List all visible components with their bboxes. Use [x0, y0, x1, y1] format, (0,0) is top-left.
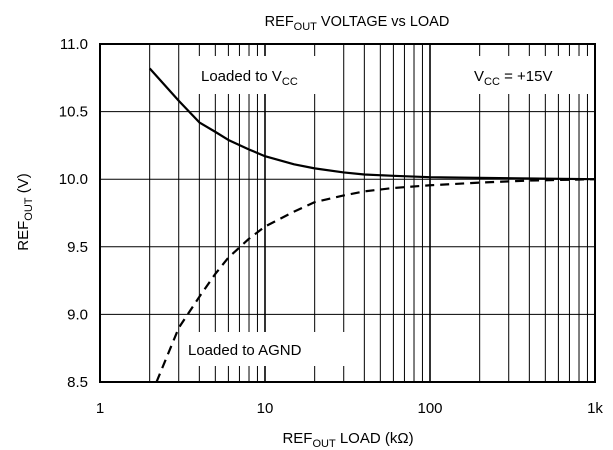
annotation-bg-vcc-condition [468, 56, 594, 94]
annotation-bg-loaded-vcc [193, 56, 335, 94]
series-line-solid [148, 67, 596, 181]
x-tick-label: 100 [417, 400, 442, 417]
annotation-loaded-vcc: Loaded to VCC [201, 68, 298, 88]
series [148, 67, 596, 383]
series-line-dashed [155, 178, 596, 383]
x-tick-label: 10 [257, 400, 274, 417]
y-tick-label: 9.5 [67, 239, 88, 256]
annotation-loaded-agnd: Loaded to AGND [188, 342, 302, 359]
annotation-bg-loaded-agnd [180, 332, 352, 366]
chart-title: REFOUT VOLTAGE vs LOAD [265, 14, 450, 33]
y-tick-label: 10.5 [59, 104, 88, 121]
x-tick-label: 1k [587, 400, 603, 417]
x-axis-label: REFOUT LOAD (kΩ) [282, 430, 413, 450]
tick-labels: 1 10 100 1k 11.0 10.5 10.0 9.5 9.0 8.5 [59, 36, 604, 417]
y-tick-label: 11.0 [60, 36, 88, 53]
y-axis-label: REFOUT (V) [15, 173, 35, 250]
y-tick-label: 10.0 [59, 171, 88, 188]
grid [99, 43, 596, 383]
annotation-vcc-condition: VCC = +15V [474, 68, 552, 88]
x-tick-label: 1 [96, 400, 104, 417]
y-tick-label: 8.5 [67, 374, 88, 391]
y-tick-label: 9.0 [67, 306, 88, 323]
plot-frame [99, 43, 596, 383]
